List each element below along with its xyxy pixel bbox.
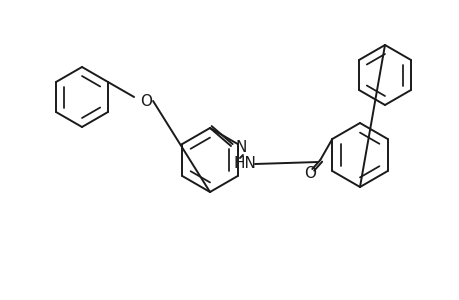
Text: N: N bbox=[235, 140, 246, 155]
Text: O: O bbox=[303, 167, 316, 182]
Text: O: O bbox=[140, 94, 152, 109]
Text: HN: HN bbox=[233, 157, 256, 172]
